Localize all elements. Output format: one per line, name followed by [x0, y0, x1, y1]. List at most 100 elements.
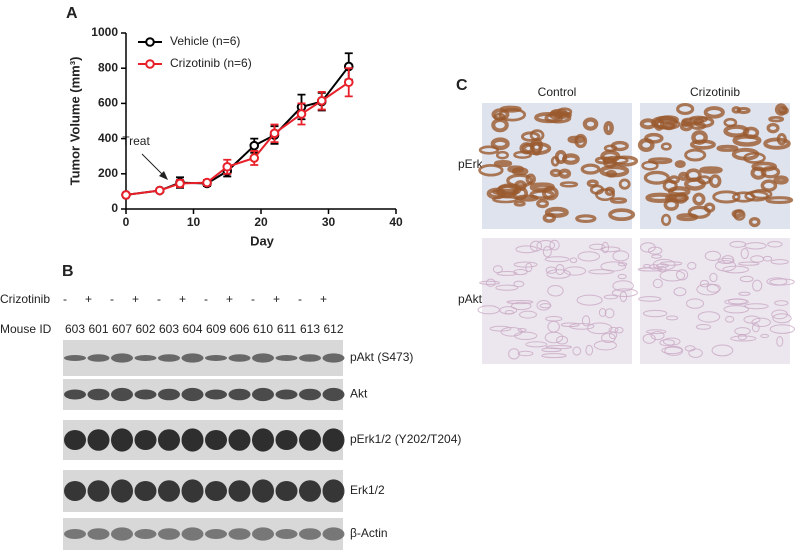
tissue [506, 300, 534, 305]
y-tick-label: 1000 [91, 25, 118, 39]
tissue [772, 313, 792, 324]
mouse-id: 603 [65, 322, 85, 336]
tissue [612, 280, 634, 292]
tissue [605, 169, 617, 178]
band [134, 481, 157, 501]
band [275, 430, 298, 450]
tissue [692, 192, 706, 206]
legend-marker [145, 59, 155, 69]
tissue [492, 188, 519, 196]
data-point [296, 109, 307, 119]
tissue [545, 316, 563, 322]
tissue [652, 278, 663, 289]
treatment-sign: - [298, 292, 302, 306]
tissue [704, 250, 722, 261]
arrow-head [159, 171, 168, 180]
tissue [567, 135, 585, 144]
tissue [770, 259, 789, 265]
column-label: Crizotinib [690, 85, 740, 99]
data-point [343, 77, 354, 88]
tissue [544, 206, 569, 218]
tissue [733, 209, 746, 221]
band [252, 353, 274, 363]
tissue [664, 345, 684, 356]
treatment-sign: + [132, 292, 139, 306]
tissue [691, 130, 708, 145]
tissue [529, 189, 555, 200]
tissue [731, 106, 742, 114]
tissue [513, 280, 525, 288]
tissue [765, 196, 794, 205]
tissue [693, 116, 715, 128]
treatment-sign: - [204, 292, 208, 306]
band [322, 527, 345, 541]
tissue [717, 257, 735, 264]
tissue [560, 322, 580, 327]
tissue [521, 141, 552, 156]
y-tick-label: 200 [98, 166, 118, 180]
tissue [687, 205, 711, 219]
band-label: β-Actin [350, 526, 388, 540]
mouse-id: 603 [159, 322, 179, 336]
tissue [546, 269, 571, 279]
tissue [659, 339, 675, 347]
band [228, 528, 251, 540]
tissue [617, 273, 627, 280]
tissue [595, 188, 616, 202]
tissue [642, 309, 668, 318]
tissue [646, 329, 667, 335]
tissue [519, 310, 537, 319]
mouse-id: 602 [135, 322, 155, 336]
tissue [544, 256, 570, 263]
band [181, 353, 204, 363]
tissue [769, 324, 795, 334]
data-point [202, 177, 212, 188]
band [205, 389, 227, 400]
tissue [766, 122, 780, 134]
tissue [714, 260, 737, 272]
tissue [699, 166, 723, 174]
tissue [760, 333, 770, 339]
mouse-id: 613 [300, 322, 320, 336]
tissue [588, 269, 615, 275]
tissue [679, 122, 693, 132]
panel-label: A [66, 5, 78, 22]
tissue [774, 103, 788, 116]
data-point [269, 128, 280, 139]
treatment-sign: + [179, 292, 186, 306]
band [87, 528, 110, 540]
mouse-id: 601 [88, 322, 108, 336]
treatment-sign: - [110, 292, 114, 306]
data-point [154, 185, 165, 196]
tissue [695, 323, 712, 330]
tissue [760, 179, 778, 192]
tissue [738, 291, 751, 296]
ihc-image [482, 238, 632, 364]
band-label: pErk1/2 (Y202/T204) [350, 432, 461, 446]
data-point [249, 140, 260, 151]
tissue [660, 213, 672, 226]
tissue [738, 261, 760, 266]
mouse-id: 609 [206, 322, 226, 336]
tissue [525, 173, 537, 185]
tissue [525, 341, 548, 348]
band-label: Erk1/2 [350, 483, 385, 497]
tissue [489, 325, 512, 332]
tissue [651, 254, 662, 259]
tissue [550, 155, 560, 167]
band [252, 527, 274, 541]
band [299, 528, 321, 540]
tissue [496, 270, 518, 276]
band [181, 527, 204, 541]
tissue [589, 243, 606, 250]
tissue [676, 269, 689, 281]
legend-label: Vehicle (n=6) [170, 34, 240, 48]
tissue [655, 118, 681, 130]
tissue [687, 261, 697, 270]
tissue [645, 192, 674, 203]
legend-marker [145, 37, 155, 47]
tissue [716, 144, 739, 152]
band [228, 354, 251, 362]
mouse-id: 606 [229, 322, 249, 336]
